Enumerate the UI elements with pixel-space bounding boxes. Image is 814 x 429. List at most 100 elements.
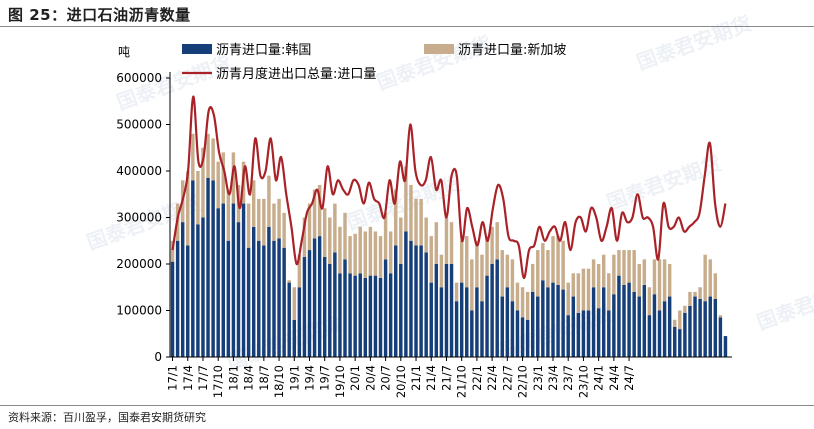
bar-singapore [480,254,484,302]
bar-singapore [221,152,225,204]
bar-korea [465,287,469,357]
bar-korea [510,301,515,357]
bar-singapore [226,189,231,241]
bar-korea [459,282,464,357]
watermark-text: 国泰君安期货 [634,11,755,75]
x-tick-label: 20/7 [379,365,393,391]
bar-korea [439,287,444,357]
bar-korea [348,273,352,357]
y-tick-label: 100000 [116,304,162,318]
bar-korea [601,287,606,357]
bar-korea [596,308,601,357]
bar-korea [419,245,423,357]
bar-korea [262,245,266,357]
x-tick-label: 21/10 [455,365,469,398]
bar-singapore [409,184,413,241]
bar-singapore [368,226,373,276]
bar-korea [546,287,550,357]
bar-korea [525,319,530,357]
bar-korea [201,217,205,357]
line-layer [171,95,727,280]
bar-singapore [612,254,616,295]
bar-korea [688,305,692,357]
bar-singapore [211,138,215,181]
bar-singapore [206,133,210,178]
bar-singapore [322,208,327,258]
bar-korea [358,273,362,357]
x-tick-label: 18/1 [226,365,240,391]
bar-korea [287,282,291,357]
x-tick-label: 17/4 [181,365,195,391]
bar-korea [632,291,636,357]
bar-singapore [191,133,195,181]
bar-singapore [343,212,347,260]
bar-singapore [657,259,662,311]
bar-singapore [673,319,677,327]
bar-korea [378,277,383,357]
bar-singapore [272,203,276,241]
bar-layer [170,133,728,358]
bar-korea [622,284,626,357]
bar-korea [328,264,332,357]
bar-singapore [591,259,596,288]
bar-korea [226,240,231,357]
bar-korea [449,264,454,357]
bar-korea [470,310,474,357]
watermark-text: 国泰君安期货 [374,31,495,95]
bar-singapore [490,226,494,264]
bar-singapore [617,250,621,276]
bar-korea [246,247,251,357]
bar-singapore [683,305,687,313]
bar-korea [196,224,200,357]
bar-singapore [622,250,626,285]
x-tick-label: 19/7 [318,365,332,391]
bar-korea [698,298,702,358]
bar-korea [317,236,322,357]
bar-korea [272,240,276,357]
bar-singapore [378,236,383,278]
bar-singapore [627,250,631,283]
bar-singapore [678,310,682,330]
bar-korea [175,240,180,357]
bar-singapore [693,291,697,297]
bar-singapore [642,259,647,285]
bar-singapore [465,236,469,288]
bar-singapore [561,240,565,290]
bar-korea [515,310,520,357]
bar-singapore [556,236,560,285]
bar-singapore [546,250,550,288]
bar-singapore [571,273,576,297]
bar-singapore [662,259,667,302]
y-tick-label: 200000 [116,257,162,271]
bar-korea [642,284,647,357]
bar-korea [490,264,494,357]
bar-singapore [596,264,601,309]
bar-singapore [262,198,266,246]
bar-singapore [338,226,342,274]
bar-korea [662,301,667,357]
bar-singapore [287,280,291,283]
x-tick-label: 22/7 [500,365,514,391]
legend-label-korea: 沥青进口量:韩国 [216,43,311,58]
y-tick-label: 500000 [116,118,162,132]
bar-korea [652,294,657,357]
bar-singapore [216,161,220,209]
legend-swatch-korea [182,44,212,54]
bar-korea [713,298,718,358]
bar-korea [267,226,271,357]
bar-korea [414,245,418,357]
x-tick-label: 20/4 [363,365,377,391]
bar-korea [191,180,195,357]
bar-korea [292,319,297,357]
bar-korea [338,273,342,357]
bar-singapore [566,282,570,316]
bar-singapore [586,268,591,311]
source-note: 资料来源：百川盈孚，国泰君安期货研究 [8,411,206,424]
bar-korea [404,231,408,357]
y-axis-unit: 吨 [118,45,130,59]
bar-singapore [708,259,712,297]
bar-singapore [267,175,271,227]
x-tick-label: 20/1 [348,365,362,391]
bar-korea [607,310,611,357]
